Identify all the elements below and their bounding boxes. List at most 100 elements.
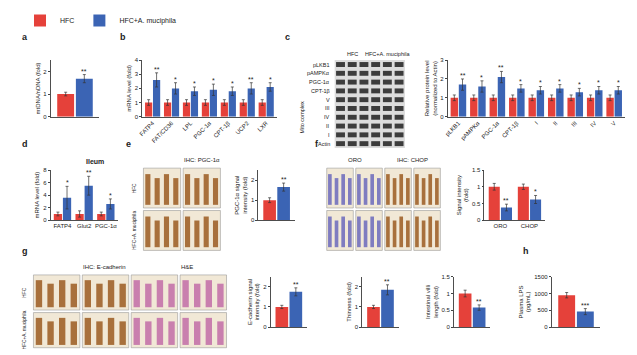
svg-text:H&E: H&E — [181, 264, 193, 270]
svg-text:PGC-1α: PGC-1α — [193, 120, 213, 140]
svg-text:**: ** — [248, 76, 254, 83]
svg-text:1500: 1500 — [534, 274, 548, 280]
svg-text:UCP2: UCP2 — [235, 120, 251, 136]
svg-text:b: b — [120, 32, 126, 42]
svg-text:FAT/CD36: FAT/CD36 — [151, 120, 175, 144]
svg-text:**: ** — [293, 281, 299, 288]
svg-text:HFC: HFC — [60, 17, 74, 24]
svg-text:1: 1 — [135, 100, 139, 106]
svg-text:HFC+A. muciphila: HFC+A. muciphila — [132, 211, 137, 250]
svg-text:Mito complex: Mito complex — [299, 101, 305, 134]
svg-text:**: ** — [86, 169, 92, 176]
svg-text:*: * — [534, 188, 537, 195]
svg-text:FATP4: FATP4 — [139, 120, 156, 137]
svg-text:PGC-1α: PGC-1α — [309, 79, 330, 85]
svg-text:*: * — [519, 78, 522, 85]
svg-text:*: * — [193, 80, 196, 87]
svg-text:Ileum: Ileum — [86, 158, 104, 165]
svg-text:CPT-1β: CPT-1β — [311, 88, 330, 94]
svg-text:2: 2 — [263, 284, 267, 290]
svg-text:Relative protein level(normali: Relative protein level(normalized to Act… — [424, 61, 438, 117]
svg-text:HFC+A. muciphila: HFC+A. muciphila — [365, 51, 410, 57]
svg-text:*: * — [617, 79, 620, 86]
svg-text:IHC: PGC-1α: IHC: PGC-1α — [184, 157, 220, 163]
svg-text:*: * — [269, 76, 272, 83]
svg-text:1: 1 — [477, 184, 481, 190]
svg-text:CPT-1β: CPT-1β — [501, 120, 520, 139]
svg-text:*: * — [558, 78, 561, 85]
svg-text:*: * — [597, 79, 600, 86]
svg-text:PGC-1α: PGC-1α — [481, 120, 501, 140]
svg-text:CPT-1β: CPT-1β — [212, 120, 231, 139]
svg-text:FATP4: FATP4 — [54, 223, 73, 229]
svg-text:I: I — [534, 120, 540, 126]
svg-text:0: 0 — [43, 217, 47, 223]
svg-text:HFC: HFC — [347, 51, 358, 57]
svg-text:0: 0 — [355, 324, 359, 330]
svg-text:HFC: HFC — [132, 183, 137, 193]
svg-text:PGC-1α signalintensity (fold): PGC-1α signalintensity (fold) — [234, 176, 248, 215]
svg-text:1: 1 — [43, 91, 47, 97]
svg-text:**: ** — [460, 72, 466, 79]
svg-text:LXR: LXR — [257, 120, 270, 133]
svg-text:a: a — [22, 32, 28, 42]
svg-text:2: 2 — [440, 76, 444, 82]
svg-text:CHOP: CHOP — [521, 223, 538, 229]
svg-text:e: e — [126, 139, 131, 149]
svg-text:1: 1 — [440, 95, 444, 101]
svg-text:*: * — [109, 192, 112, 199]
svg-text:0: 0 — [440, 114, 444, 120]
svg-text:*: * — [66, 179, 69, 186]
svg-text:ORO: ORO — [348, 157, 362, 163]
svg-text:d: d — [22, 139, 28, 149]
svg-text:0: 0 — [43, 114, 47, 120]
svg-text:***: *** — [581, 302, 589, 309]
svg-text:pAMPKα: pAMPKα — [307, 70, 330, 76]
svg-text:**: ** — [476, 298, 482, 305]
svg-text:PGC-1α: PGC-1α — [95, 223, 117, 229]
svg-text:Thinness (fold): Thinness (fold) — [346, 282, 352, 322]
svg-text:1: 1 — [251, 197, 255, 203]
svg-text:1.5: 1.5 — [441, 274, 450, 280]
svg-text:*: * — [480, 74, 483, 81]
svg-text:0.5: 0.5 — [441, 307, 450, 313]
svg-text:0: 0 — [251, 217, 255, 223]
svg-text:IV: IV — [589, 120, 597, 128]
svg-text:ORO: ORO — [494, 223, 508, 229]
svg-text:4: 4 — [43, 192, 47, 198]
svg-text:2: 2 — [135, 85, 139, 91]
svg-text:*: * — [539, 79, 542, 86]
svg-text:II: II — [326, 123, 330, 129]
svg-text:4: 4 — [135, 57, 139, 63]
svg-text:HFC+A. muciphila: HFC+A. muciphila — [22, 310, 27, 349]
svg-text:g: g — [22, 246, 28, 256]
svg-text:V: V — [610, 120, 617, 127]
svg-text:HFC+A. muciphila: HFC+A. muciphila — [119, 17, 176, 25]
svg-text:III: III — [570, 120, 578, 128]
svg-text:Actin: Actin — [318, 141, 330, 147]
svg-text:IV: IV — [324, 114, 330, 120]
svg-text:pLKB1: pLKB1 — [444, 120, 461, 137]
svg-text:**: ** — [498, 64, 504, 71]
svg-text:0: 0 — [135, 114, 139, 120]
svg-text:**: ** — [503, 197, 509, 204]
svg-text:Plasma LPS(pg/mL): Plasma LPS(pg/mL) — [518, 285, 532, 318]
svg-text:II: II — [552, 120, 559, 127]
svg-text:1.5: 1.5 — [472, 167, 481, 173]
svg-text:pAMPKα: pAMPKα — [460, 120, 481, 141]
svg-text:E-cadherin signalintensity (fo: E-cadherin signalintensity (fold) — [247, 279, 261, 325]
svg-text:0.5: 0.5 — [472, 201, 481, 207]
svg-text:IHC: CHOP: IHC: CHOP — [397, 157, 428, 163]
svg-text:LPL: LPL — [182, 120, 194, 132]
svg-text:0: 0 — [263, 324, 267, 330]
svg-text:III: III — [325, 105, 330, 111]
svg-text:1: 1 — [263, 304, 267, 310]
svg-text:2: 2 — [43, 69, 47, 75]
svg-text:2: 2 — [43, 205, 47, 211]
svg-text:mRNA level (fold): mRNA level (fold) — [126, 65, 132, 112]
svg-text:3: 3 — [135, 71, 139, 77]
svg-text:0: 0 — [446, 324, 450, 330]
svg-text:0: 0 — [477, 217, 481, 223]
svg-text:500: 500 — [538, 307, 549, 313]
svg-text:0: 0 — [544, 324, 548, 330]
